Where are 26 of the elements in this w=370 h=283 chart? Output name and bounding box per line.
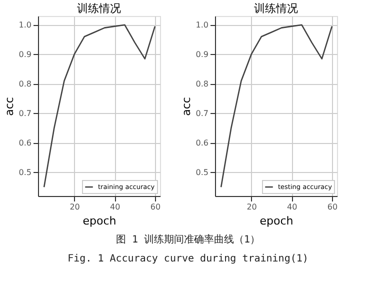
y-tick-label: 0.5 [196,168,208,177]
y-tick-label: 0.6 [196,138,208,148]
caption: 图 1 训练期间准确率曲线（1） [116,234,260,246]
y-tick-label: 0.8 [196,79,208,88]
y-tick-label: 1.0 [18,20,32,30]
x-tick-label: 40 [287,202,298,212]
caption: Fig. 1 Accuracy curve during training(1) [68,254,308,264]
y-tick-label: 0.9 [18,50,32,59]
y-tick-label: 0.7 [196,108,208,118]
x-tick-label: 40 [110,202,120,212]
y-tick-label: 0.9 [196,50,208,59]
y-tick-label: 0.5 [18,168,32,177]
chart-title: 训练情况 [77,2,121,15]
x-tick-label: 60 [327,202,338,212]
y-axis-title: acc [180,97,193,116]
x-tick-label: 60 [150,202,161,212]
chart-title: 训练情况 [254,2,298,15]
x-tick-label: 20 [70,202,80,212]
x-axis-title: epoch [260,214,294,228]
y-tick-label: 1.0 [196,20,208,30]
y-tick-label: 0.8 [18,79,32,88]
x-tick-label: 20 [246,202,257,212]
y-tick-label: 0.6 [18,138,32,148]
y-axis-title: acc [2,97,16,116]
y-tick-label: 0.7 [18,108,32,118]
x-axis-title: epoch [82,214,116,228]
